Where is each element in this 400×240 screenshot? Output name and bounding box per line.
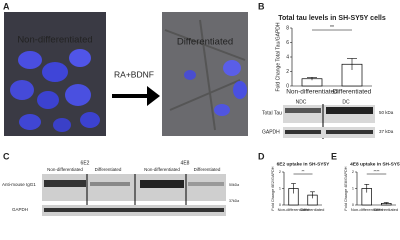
significance: ** — [330, 25, 334, 31]
condition: Differentiated — [95, 167, 122, 172]
condition: Differentiated — [194, 167, 221, 172]
significance: **** — [374, 170, 380, 174]
x-tick-label: Differentiated — [333, 89, 372, 96]
chart-title: 4E8 uptake in SH-SY5Y — [350, 161, 400, 167]
x-tick-label: Differentiated — [301, 207, 325, 212]
panel-label: E — [331, 151, 337, 161]
lane-label: NDC — [296, 99, 307, 105]
marker: 50kDa — [229, 183, 239, 187]
marker: 37 kDa — [379, 129, 394, 134]
y-tick-label: 6 — [286, 40, 289, 46]
blot — [283, 104, 375, 139]
antibody: 4E8 — [181, 160, 190, 166]
micrograph-left — [4, 12, 106, 136]
lane-label: DC — [342, 99, 350, 105]
chart-title: Total tau levels in SH-SY5Y cells — [278, 15, 386, 22]
row-label: GAPDH — [12, 207, 28, 212]
panel-label: C — [3, 151, 10, 161]
x-tick-label: Differentiated — [374, 207, 398, 212]
panel-label: A — [3, 1, 10, 11]
y-tick-label: 0 — [352, 203, 354, 207]
micrograph-right — [162, 12, 248, 136]
y-axis-label: Fold Change 6E2/GAPDH — [271, 166, 275, 210]
y-axis-label: Fold Change 4E8/GAPDH — [344, 166, 348, 210]
y-tick-label: 4 — [286, 54, 289, 60]
y-tick-label: 2 — [352, 170, 354, 174]
figure: A Non-differentiated RA+BDNF Differentia… — [2, 1, 400, 216]
panel-label: D — [258, 151, 265, 161]
y-tick-label: 0 — [286, 83, 289, 89]
row-label: Anti-mouse IgG1 — [2, 182, 36, 187]
x-tick-label: Non-differentiated — [278, 207, 310, 212]
caption: Differentiated — [177, 37, 233, 48]
panel-label: B — [258, 1, 265, 11]
marker: 37kDa — [229, 199, 239, 203]
y-tick-label: 1 — [279, 187, 281, 191]
caption: Non-differentiated — [17, 35, 92, 46]
y-axis-label: Fold Change Total Tau/GAPDH — [275, 22, 281, 91]
x-tick-label: Non-differentiated — [286, 89, 338, 96]
blot — [42, 174, 226, 216]
chart-title: 6E2 uptake in SH-SY5Y — [277, 161, 331, 167]
marker: 50 kDa — [379, 110, 394, 115]
row-label: GAPDH — [262, 129, 280, 135]
x-tick-label: Non-differentiated — [351, 207, 383, 212]
page: A Non-differentiated RA+BDNF Differentia… — [2, 1, 400, 216]
condition: Non-differentiated — [47, 167, 83, 172]
y-tick-label: 2 — [286, 69, 289, 75]
treatment: RA+BDNF — [114, 69, 154, 79]
antibody: 6E2 — [81, 160, 90, 166]
y-tick-label: 8 — [286, 25, 289, 31]
row-label: Total Tau — [262, 110, 282, 116]
significance: ** — [302, 170, 305, 174]
y-tick-label: 2 — [279, 170, 281, 174]
y-tick-label: 0 — [279, 203, 281, 207]
y-tick-label: 1 — [352, 187, 354, 191]
condition: Non-differentiated — [144, 167, 180, 172]
arrow — [112, 86, 160, 106]
